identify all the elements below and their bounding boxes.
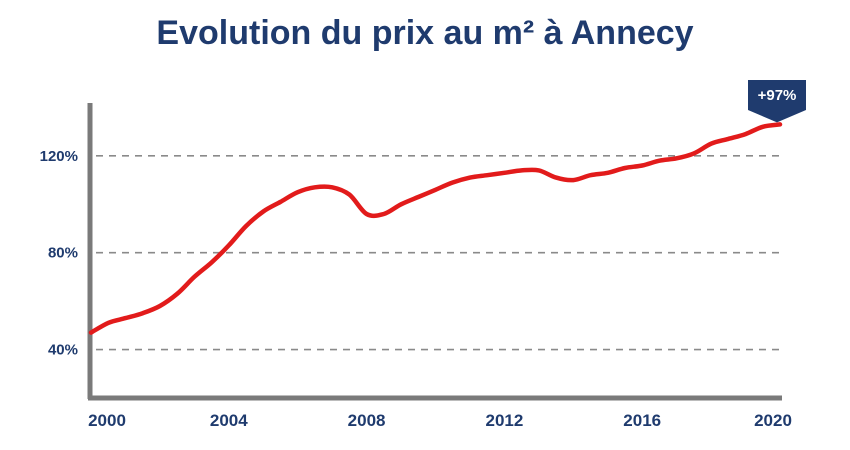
x-tick-label: 2000: [88, 411, 126, 430]
y-tick-label: 120%: [40, 148, 78, 165]
y-tick-label: 40%: [48, 342, 78, 359]
x-tick-label: 2016: [623, 411, 661, 430]
annotation-badge-0: [748, 80, 806, 123]
y-tick-label: 80%: [48, 245, 78, 262]
x-tick-label: 2012: [485, 411, 523, 430]
x-tick-label: 2020: [754, 411, 792, 430]
annotation-label: +97%: [758, 87, 797, 104]
x-tick-label: 2008: [348, 411, 386, 430]
x-tick-label: 2004: [210, 411, 248, 430]
series-line-0: [88, 122, 783, 335]
chart-title: Evolution du prix au m² à Annecy: [156, 14, 694, 52]
